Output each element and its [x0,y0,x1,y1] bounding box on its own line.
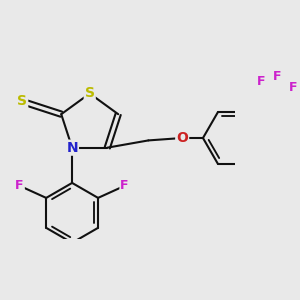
Text: S: S [17,94,27,109]
Text: N: N [66,141,78,155]
Text: F: F [289,81,297,94]
Text: S: S [85,86,95,100]
Text: F: F [273,70,281,83]
Text: F: F [15,179,24,192]
Text: F: F [257,75,265,88]
Text: O: O [176,131,188,145]
Text: F: F [120,179,129,192]
